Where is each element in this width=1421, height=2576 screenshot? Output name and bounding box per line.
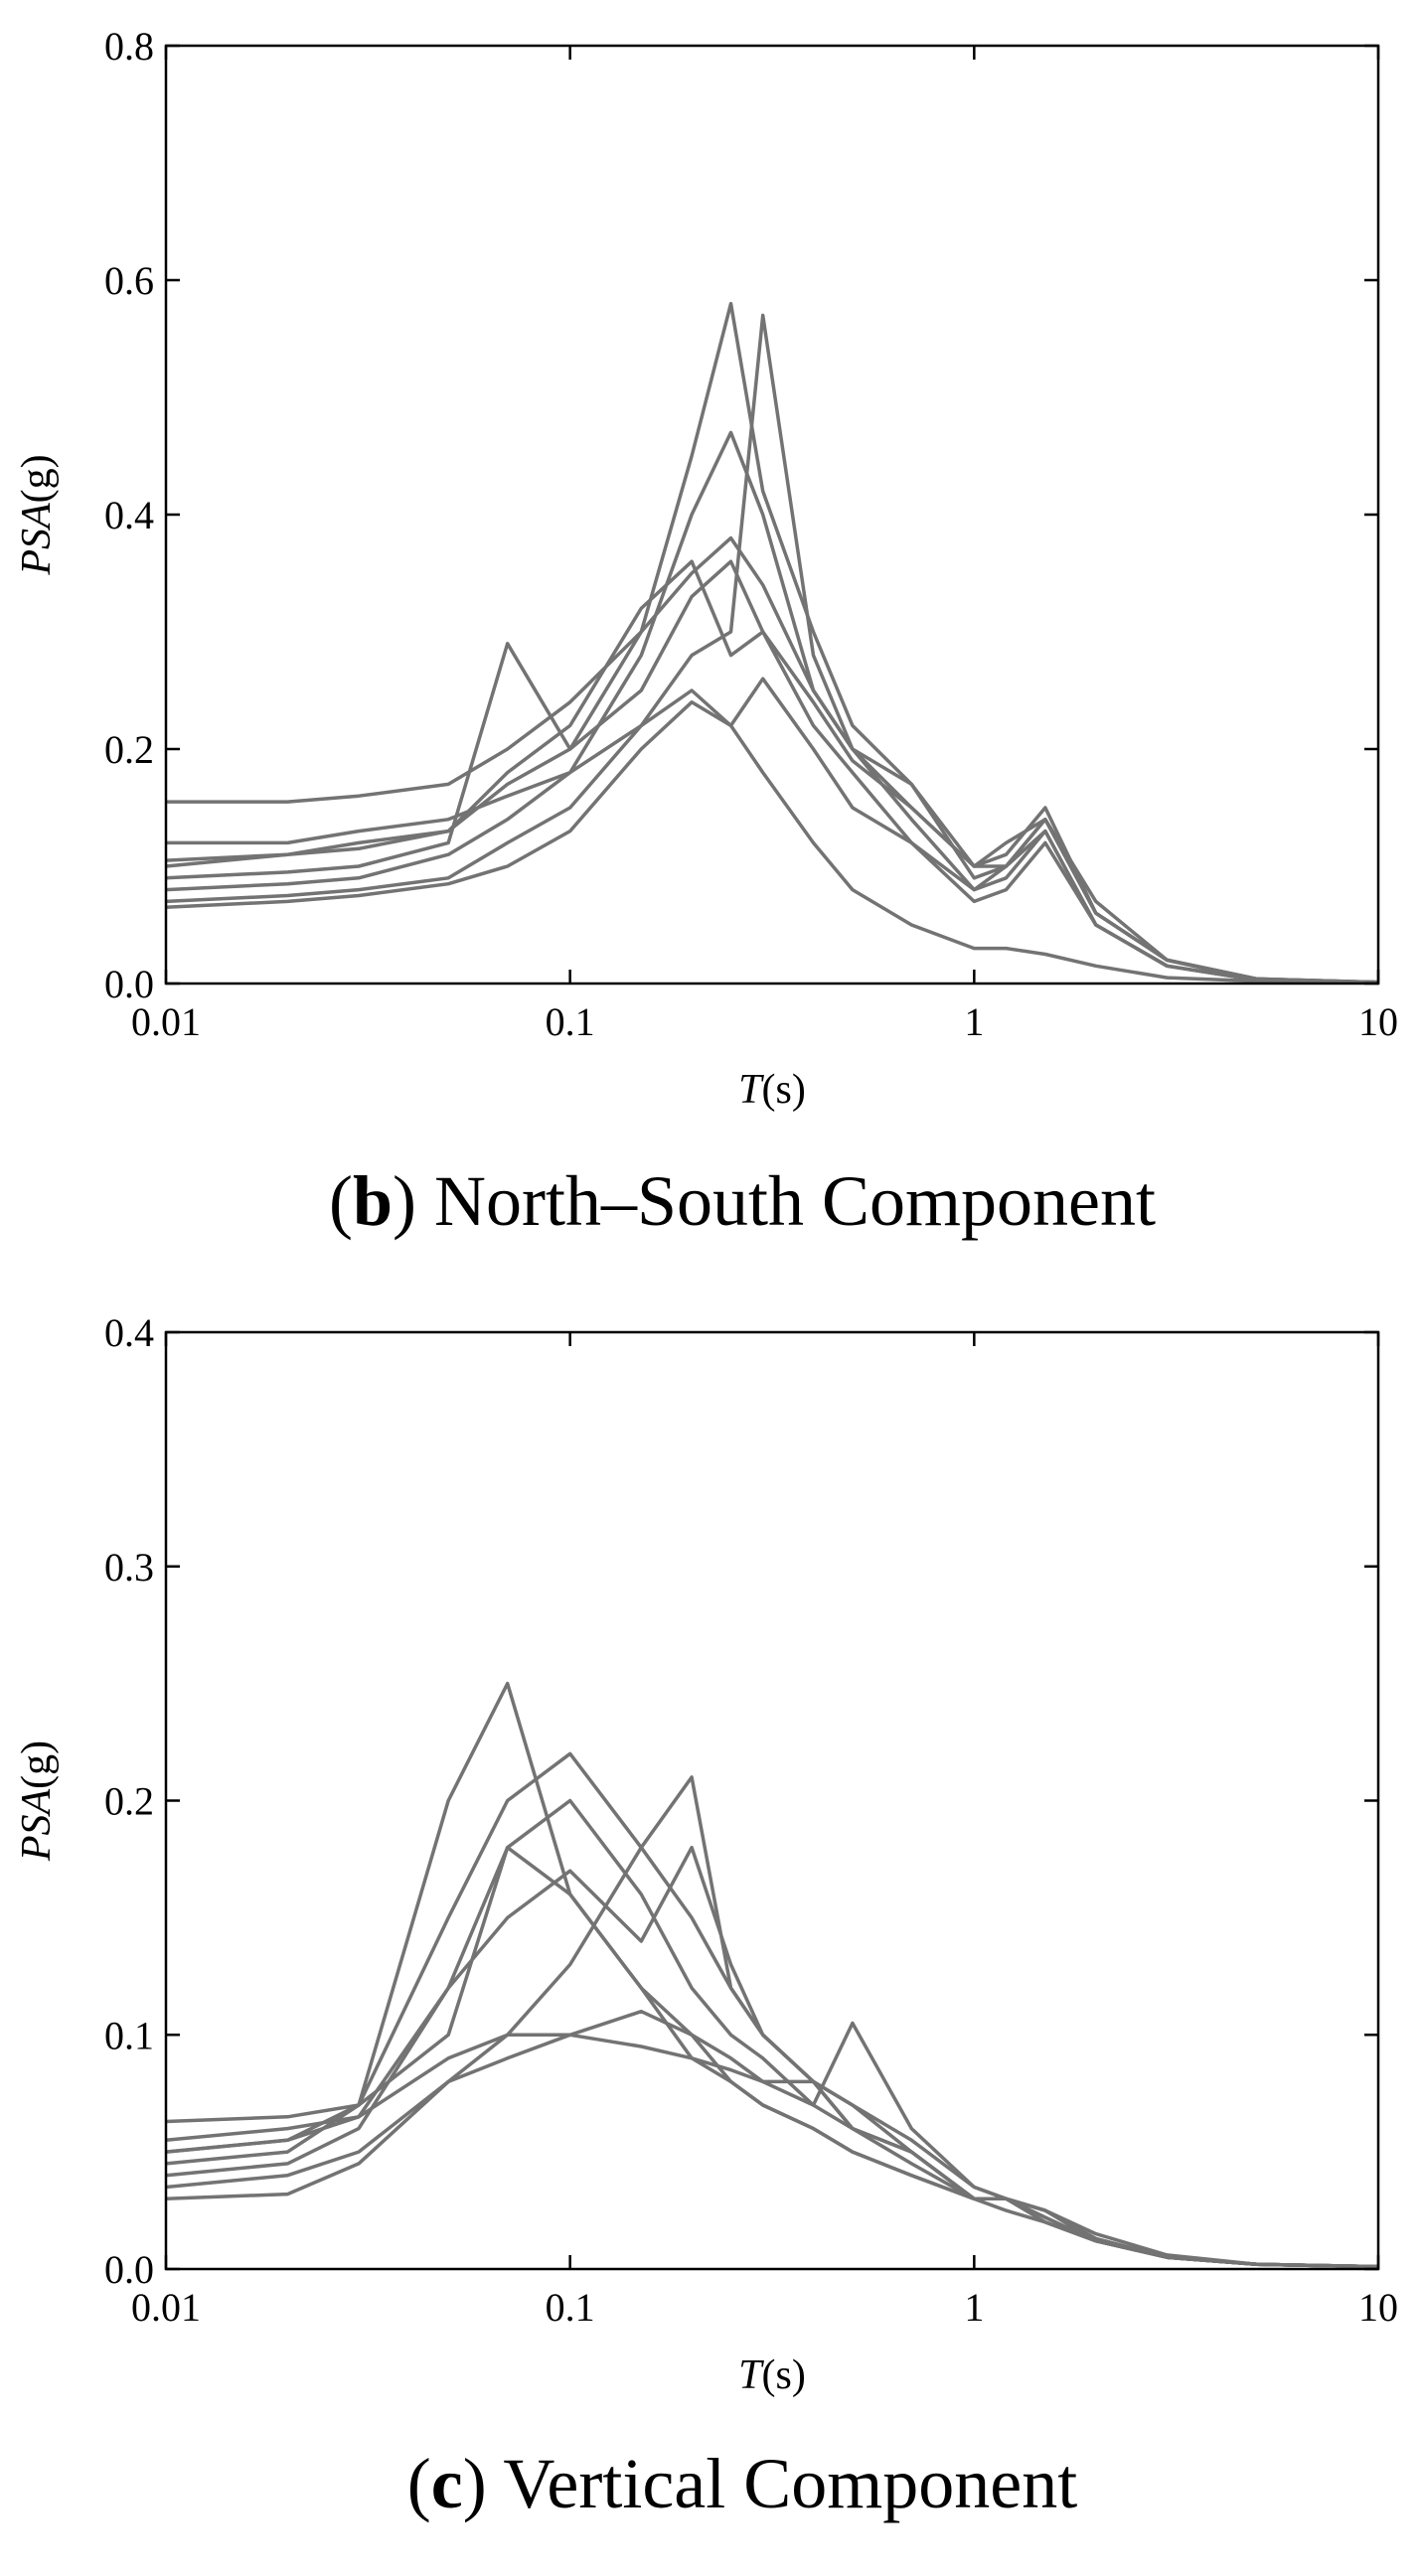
y-tick-label: 0.0 [104, 962, 154, 1006]
series-line [165, 559, 1379, 985]
y-tick-label: 0.6 [104, 258, 154, 303]
y-tick-label: 0.1 [104, 2013, 154, 2057]
y-tick-label: 0.8 [104, 24, 154, 69]
series-line [166, 688, 1379, 985]
x-axis-title-part: T [738, 1067, 764, 1113]
y-axis-title: PSA(g) [14, 454, 60, 575]
chart: 0.0 0.1 0.2 0.3 0.4 0.01 0.1 1 10 T(s) PSA(g) (c) V… [14, 1310, 1398, 2523]
caption-part: ) Vertical Component [463, 2444, 1078, 2523]
y-axis-title: PSA(g) [14, 1741, 60, 1862]
x-axis-title-part: (s) [762, 1067, 806, 1113]
x-tick-label: 0.01 [131, 999, 201, 1044]
y-tick-label: 0.4 [104, 493, 154, 537]
y-tick-label: 0.0 [104, 2247, 154, 2292]
plot-frame [164, 1330, 1380, 2271]
x-axis-title-part: T [738, 2352, 764, 2398]
caption: (b) North–South Component [329, 1161, 1156, 1241]
y-axis-title-part: (g) [14, 1741, 60, 1789]
series-line [165, 677, 1379, 985]
series-line [166, 535, 1379, 985]
series-line [165, 1845, 1379, 2269]
caption-part: b [353, 1161, 393, 1241]
x-tick-label: 0.01 [131, 2285, 201, 2330]
chart: 0.0 0.2 0.4 0.6 0.8 0.01 0.1 1 10 T(s) PSA(g) (b) N… [14, 24, 1398, 1241]
y-axis-title-part: PSA [14, 1788, 60, 1862]
x-tick-label: 0.1 [546, 2285, 595, 2330]
x-tick-label: 1 [964, 999, 984, 1044]
caption-part: ) North–South Component [393, 1161, 1156, 1241]
series-line [165, 2009, 1379, 2269]
y-axis-title-part: PSA [14, 503, 60, 576]
x-axis-title: T(s) [738, 2352, 806, 2398]
caption-part: ( [407, 2444, 431, 2523]
series-line [165, 1751, 1379, 2269]
series-line [165, 1681, 1379, 2269]
caption-part: ( [329, 1161, 353, 1241]
y-axis-title-part: (g) [14, 454, 60, 503]
caption: (c) Vertical Component [407, 2444, 1078, 2523]
x-tick-label: 1 [964, 2285, 984, 2330]
series-line [165, 1845, 1379, 2269]
y-tick-label: 0.2 [104, 1779, 154, 1824]
x-tick-label: 10 [1358, 2285, 1398, 2330]
series-line [165, 2033, 1379, 2269]
caption-part: c [431, 2444, 463, 2523]
x-tick-label: 10 [1358, 999, 1398, 1044]
y-tick-label: 0.2 [104, 727, 154, 772]
x-axis-title: T(s) [738, 1067, 806, 1113]
series-line [165, 1798, 1379, 2269]
series-line [165, 559, 1379, 985]
x-axis-title-part: (s) [762, 2352, 806, 2398]
y-tick-label: 0.4 [104, 1310, 154, 1355]
x-tick-label: 0.1 [546, 999, 595, 1044]
y-tick-label: 0.3 [104, 1545, 154, 1590]
series-line [165, 1775, 1379, 2269]
